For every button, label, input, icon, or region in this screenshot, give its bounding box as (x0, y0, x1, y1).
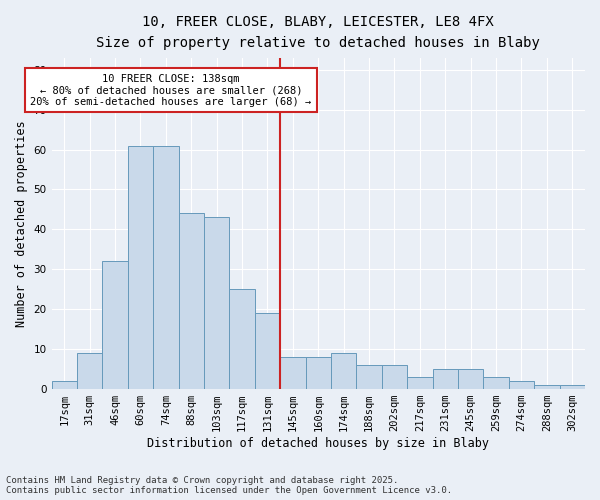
Bar (128, 146, 153, 389)
Y-axis label: Number of detached properties: Number of detached properties (15, 120, 28, 326)
Bar (204, 218, 229, 389)
Bar (52, 381, 77, 389)
Title: 10, FREER CLOSE, BLABY, LEICESTER, LE8 4FX
Size of property relative to detached: 10, FREER CLOSE, BLABY, LEICESTER, LE8 4… (97, 15, 540, 50)
Bar (305, 357, 331, 389)
Bar (77, 353, 103, 389)
Bar (331, 353, 356, 389)
X-axis label: Distribution of detached houses by size in Blaby: Distribution of detached houses by size … (147, 437, 489, 450)
Bar (153, 146, 179, 389)
Text: 10 FREER CLOSE: 138sqm
← 80% of detached houses are smaller (268)
20% of semi-de: 10 FREER CLOSE: 138sqm ← 80% of detached… (31, 74, 311, 107)
Bar (356, 365, 382, 389)
Bar (560, 385, 585, 389)
Bar (534, 385, 560, 389)
Text: Contains HM Land Registry data © Crown copyright and database right 2025.
Contai: Contains HM Land Registry data © Crown c… (6, 476, 452, 495)
Bar (229, 290, 255, 389)
Bar (407, 377, 433, 389)
Bar (382, 365, 407, 389)
Bar (255, 313, 280, 389)
Bar (509, 381, 534, 389)
Bar (280, 357, 305, 389)
Bar (458, 369, 484, 389)
Bar (179, 214, 204, 389)
Bar (433, 369, 458, 389)
Bar (103, 262, 128, 389)
Bar (484, 377, 509, 389)
